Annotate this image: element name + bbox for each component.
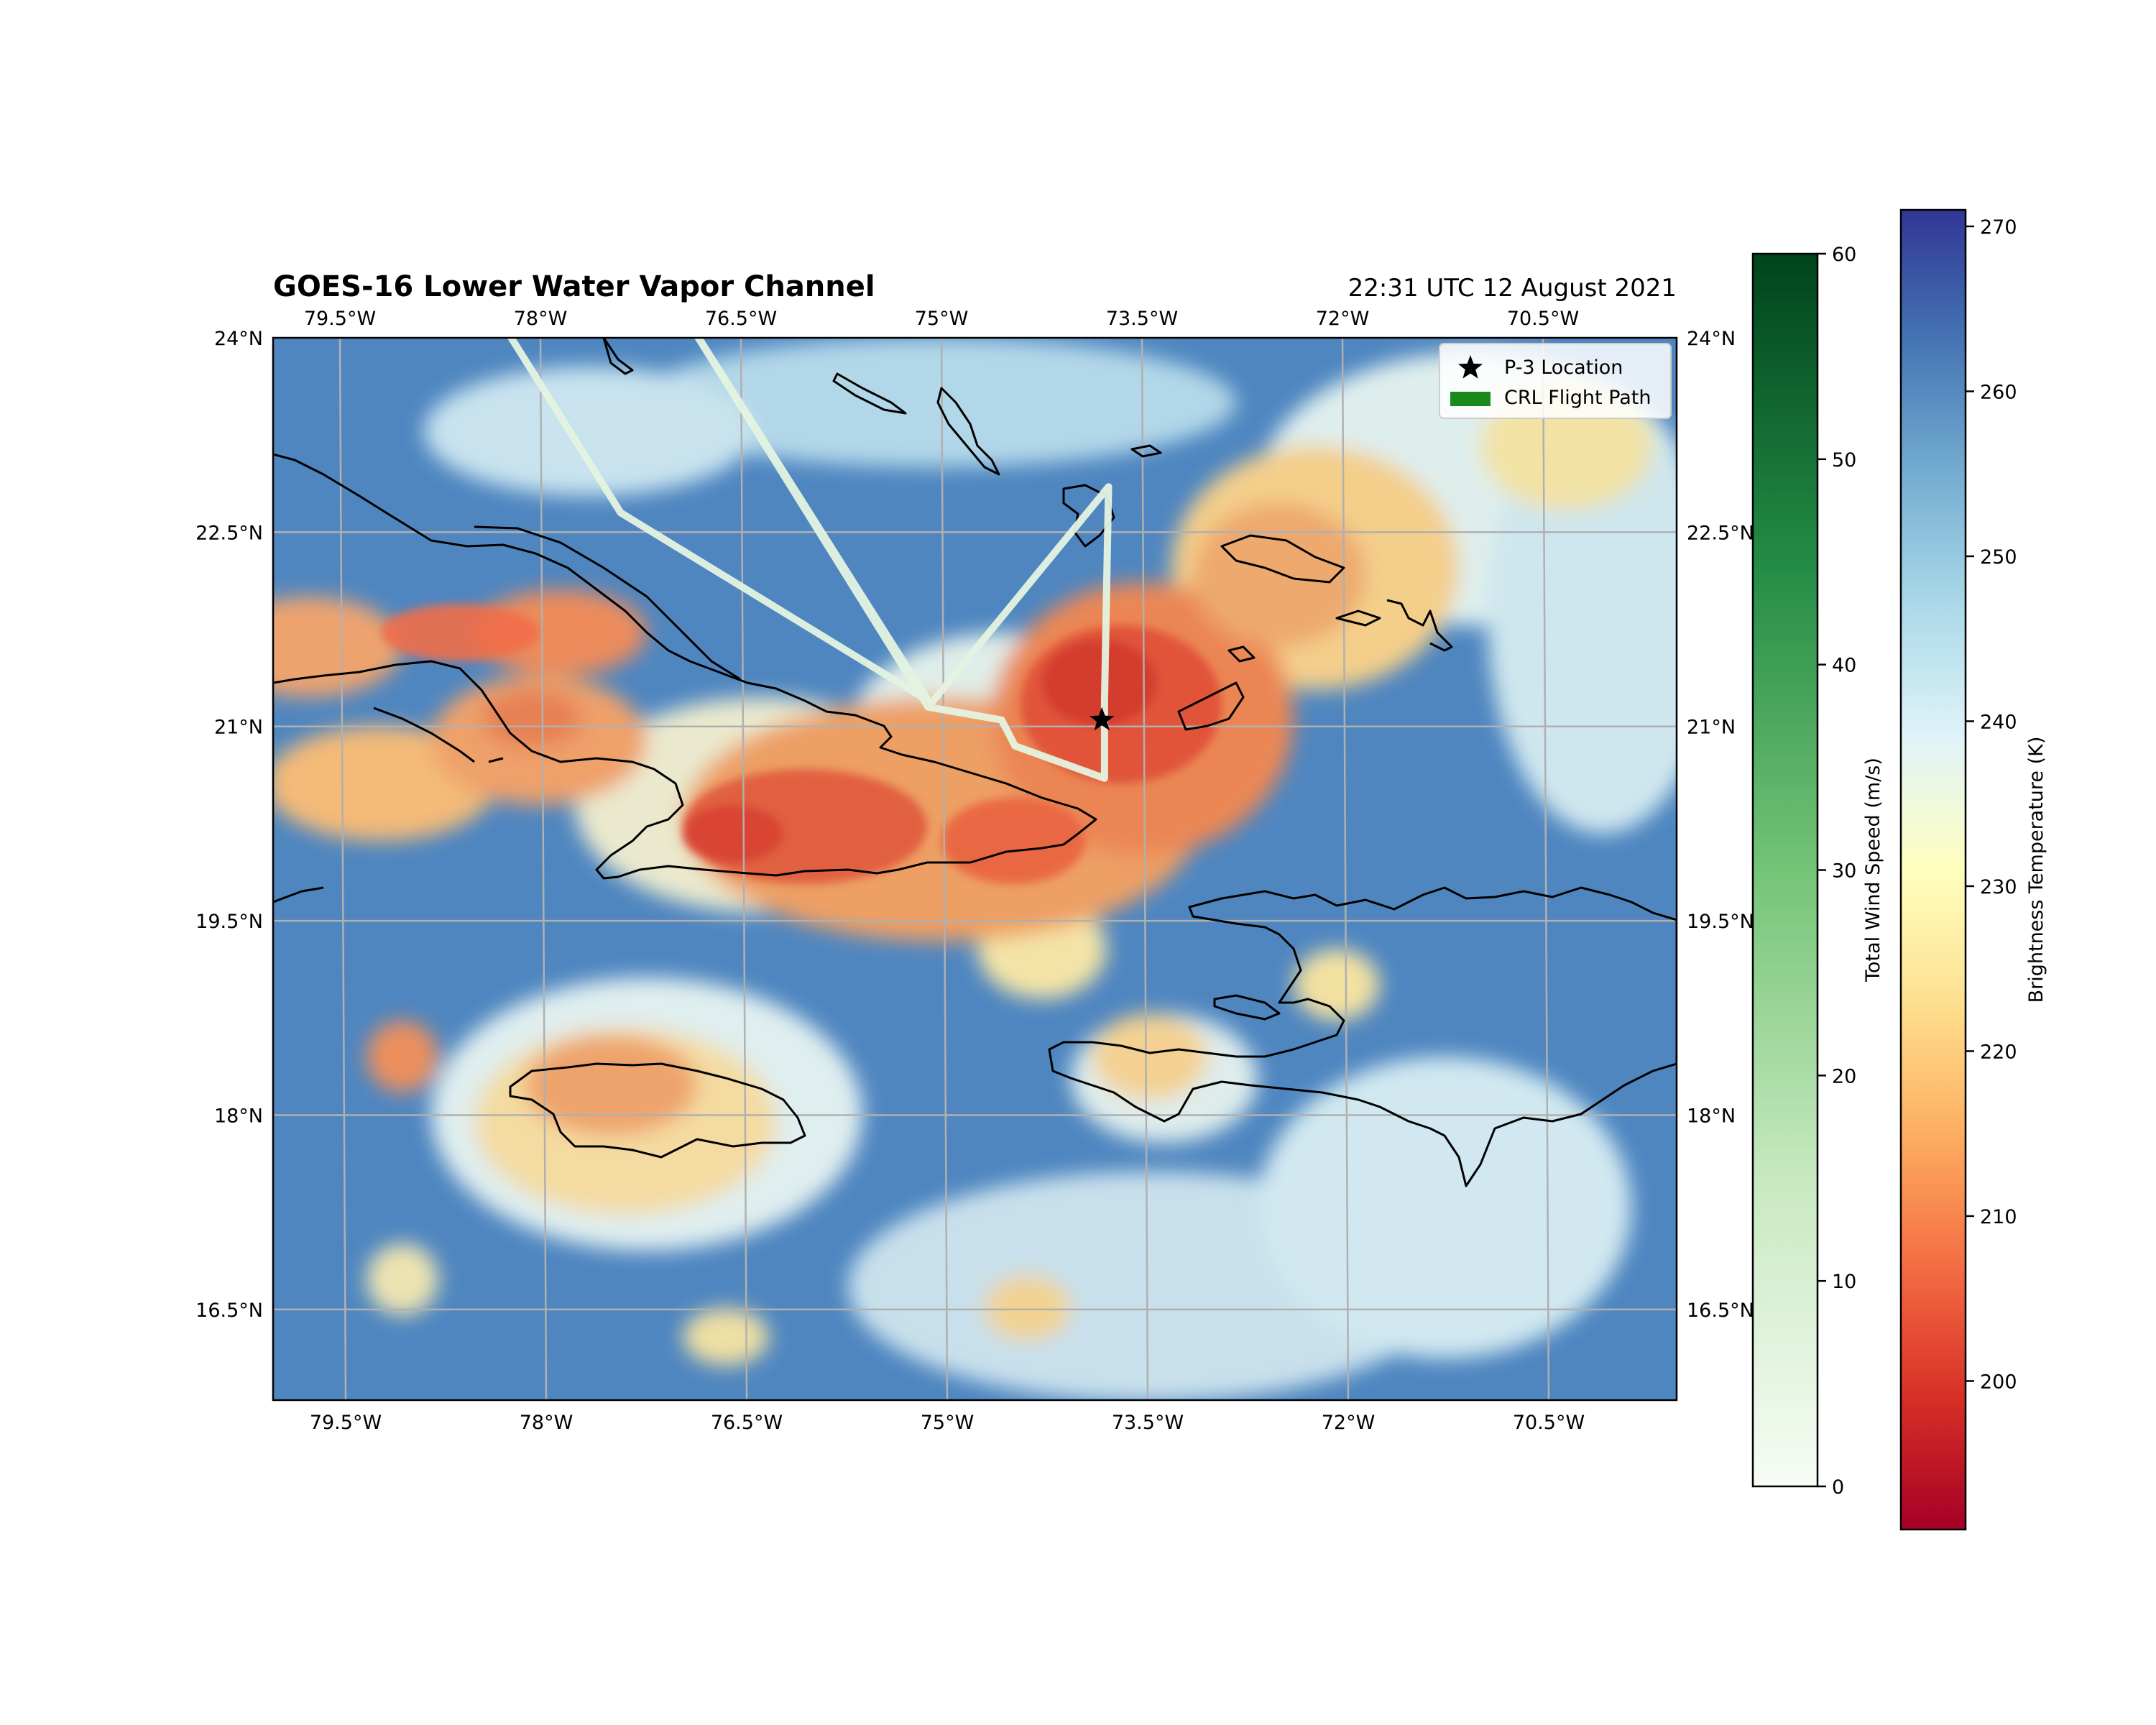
- map-frame: [272, 336, 1678, 1402]
- legend-star-icon: [1457, 355, 1483, 379]
- legend: P-3 Location CRL Flight Path: [1439, 343, 1672, 419]
- coastline-mayaguana: [1227, 645, 1256, 663]
- gridline-lon: [338, 338, 347, 1400]
- colorbar-tick-label: 270: [1980, 216, 2017, 239]
- colorbar-tick-label: 40: [1832, 655, 1856, 677]
- colorbar-tick-label: 260: [1980, 381, 2017, 403]
- longitude-labels-top: 79.5°W 78°W 76.5°W 75°W 73.5°W 72°W 70.5°W: [304, 308, 1579, 330]
- lon-tick-label-bottom: 72°W: [1322, 1412, 1376, 1434]
- lon-tick-label-top: 72°W: [1316, 308, 1370, 330]
- lon-tick-label-top: 73.5°W: [1106, 308, 1178, 330]
- colorbar-tick-label: 230: [1980, 876, 2017, 898]
- colorbar-tick-label: 200: [1980, 1371, 2017, 1393]
- gridlines: [273, 338, 1677, 1400]
- colorbar-tick-label: 30: [1832, 860, 1856, 883]
- legend-patch-icon: [1450, 392, 1491, 406]
- crl-flight-path: [507, 338, 1112, 782]
- legend-box: [1439, 343, 1672, 419]
- coastline-cuba: [273, 453, 1097, 880]
- colorbar-tick-label: 220: [1980, 1041, 2017, 1063]
- colorbar-tick-label: 210: [1980, 1206, 2017, 1228]
- gridline-lon: [1542, 338, 1550, 1400]
- colorbar-tick-label: 240: [1980, 711, 2017, 733]
- lat-tick-label-left: 24°N: [214, 328, 263, 350]
- colorbar-wind-speed-ticks: 0 10 20 30 40 50 60: [1818, 244, 1856, 1499]
- colorbar-tick-label: 20: [1832, 1065, 1856, 1087]
- coastline-inagua: [1220, 534, 1345, 584]
- gridline-lon: [940, 338, 949, 1400]
- coastline-long-island: [936, 387, 1000, 476]
- coastline-windward: [1177, 681, 1245, 731]
- lat-tick-label-right: 19.5°N: [1687, 911, 1754, 933]
- lat-tick-label-right: 22.5°N: [1687, 522, 1754, 544]
- latitude-labels-left: 24°N 22.5°N 21°N 19.5°N 18°N 16.5°N: [195, 328, 263, 1322]
- colorbar-brightness-temperature-ticks: 200 210 220 230 240 250 260 270: [1966, 216, 2017, 1393]
- colorbar-tick-label: 0: [1832, 1476, 1844, 1499]
- colorbar-tick-label: 10: [1832, 1271, 1856, 1293]
- colorbar-wind-speed-gradient: [1751, 252, 1819, 1488]
- coastline-little-inagua: [1130, 444, 1162, 458]
- lon-tick-label-bottom: 73.5°W: [1112, 1412, 1184, 1434]
- lon-tick-label-top: 79.5°W: [304, 308, 376, 330]
- legend-label-flight-path: CRL Flight Path: [1504, 387, 1651, 409]
- lat-tick-label-right: 16.5°N: [1687, 1300, 1754, 1322]
- lon-tick-label-top: 76.5°W: [705, 308, 777, 330]
- gridline-lon: [1141, 338, 1149, 1400]
- lat-tick-label-left: 21°N: [214, 717, 263, 739]
- coastline-exuma: [832, 372, 907, 415]
- map-panel: [273, 338, 1677, 1400]
- p3-location-star: [1089, 707, 1115, 731]
- lon-tick-label-bottom: 76.5°W: [711, 1412, 783, 1434]
- colorbar-wind-speed-label: Total Wind Speed (m/s): [1862, 758, 1884, 983]
- lat-tick-label-right: 18°N: [1687, 1105, 1736, 1127]
- lat-tick-label-right: 21°N: [1687, 717, 1736, 739]
- coastline-gonave: [1213, 994, 1281, 1021]
- longitude-labels-bottom: 79.5°W 78°W 76.5°W 75°W 73.5°W 72°W 70.5°W: [310, 1412, 1585, 1434]
- coastline-jamaica: [509, 1062, 806, 1159]
- map-title: GOES-16 Lower Water Vapor Channel: [273, 270, 875, 303]
- lat-tick-label-right: 24°N: [1687, 328, 1736, 350]
- colorbar-brightness-temperature-gradient: [1899, 208, 1967, 1531]
- coastline-hispaniola: [1048, 886, 1677, 1187]
- lat-tick-label-left: 16.5°N: [195, 1300, 263, 1322]
- lat-tick-label-left: 22.5°N: [195, 522, 263, 544]
- colorbar-tick-label: 50: [1832, 449, 1856, 472]
- lon-tick-label-bottom: 70.5°W: [1513, 1412, 1585, 1434]
- coastline-andros: [602, 338, 634, 375]
- colorbar-brightness-temperature: 200 210 220 230 240 250 260 270 Brightness Temp…: [1899, 208, 2047, 1531]
- gridline-lon: [1341, 338, 1350, 1400]
- gridline-lon: [539, 338, 548, 1400]
- map-timestamp: 22:31 UTC 12 August 2021: [1348, 274, 1677, 303]
- brightness-temperature-field: [273, 338, 1677, 1400]
- lon-tick-label-bottom: 78°W: [520, 1412, 573, 1434]
- lat-tick-label-left: 18°N: [214, 1105, 263, 1127]
- colorbar-brightness-temperature-label: Brightness Temperature (K): [2025, 737, 2047, 1003]
- coastline-caicos: [1335, 599, 1453, 652]
- colorbar-wind-speed: 0 10 20 30 40 50 60 Total Wind Speed (m/s): [1751, 244, 1884, 1499]
- latitude-labels-right: 24°N 22.5°N 21°N 19.5°N 18°N 16.5°N: [1687, 328, 1754, 1322]
- lon-tick-label-top: 78°W: [514, 308, 568, 330]
- coastline-acklins: [1062, 484, 1115, 548]
- lat-tick-label-left: 19.5°N: [195, 911, 263, 933]
- lon-tick-label-top: 70.5°W: [1507, 308, 1579, 330]
- lon-tick-label-top: 75°W: [915, 308, 969, 330]
- lon-tick-label-bottom: 79.5°W: [310, 1412, 382, 1434]
- gridline-lon: [740, 338, 748, 1400]
- coastline-cays: [474, 525, 741, 681]
- colorbar-tick-label: 250: [1980, 546, 2017, 569]
- colorbar-tick-label: 60: [1832, 244, 1856, 266]
- legend-label-p3: P-3 Location: [1504, 356, 1623, 379]
- coastline-small-islands: [273, 707, 504, 903]
- lon-tick-label-bottom: 75°W: [921, 1412, 975, 1434]
- coastlines: [273, 338, 1677, 1187]
